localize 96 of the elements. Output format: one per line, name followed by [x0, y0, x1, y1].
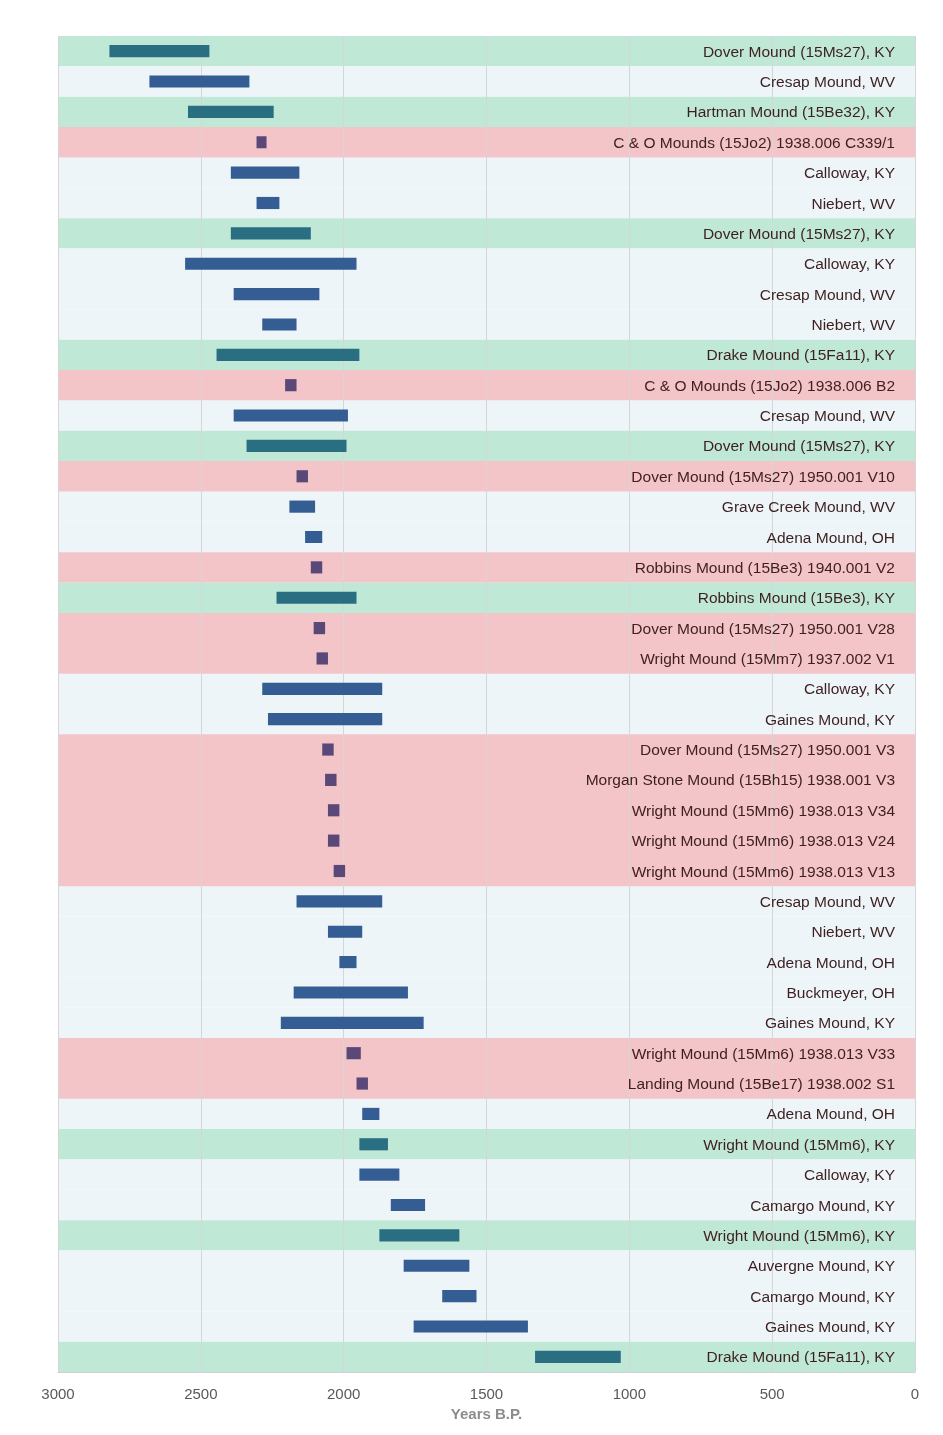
y-tick-label: Wright Mound (15Mm6), KY [703, 1226, 895, 1244]
y-tick-label: Adena Mound, OH [766, 1105, 895, 1123]
y-tick-label: Niebert, WV [811, 923, 896, 941]
x-tick-label: 3000 [41, 1385, 75, 1402]
bar [233, 288, 320, 301]
bar [256, 136, 267, 149]
y-tick-label: Dover Mound (15Ms27), KY [702, 437, 895, 455]
y-tick-label: Wright Mound (15Mm7) 1937.002 V1 [640, 649, 895, 667]
y-tick-label: Calloway, KY [803, 164, 895, 182]
bar [256, 196, 280, 210]
bar [305, 530, 323, 544]
y-tick-label: Dover Mound (15Ms27) 1950.001 V3 [639, 741, 895, 759]
y-tick-label: Hartman Mound (15Be32), KY [686, 103, 895, 121]
y-tick-label: Calloway, KY [803, 1166, 895, 1184]
bar [310, 561, 323, 574]
y-tick-label: Dover Mound (15Ms27), KY [702, 42, 895, 60]
x-tick-label: 1000 [612, 1385, 647, 1402]
bar [316, 652, 328, 665]
y-tick-label: Landing Mound (15Be17) 1938.002 S1 [627, 1075, 895, 1093]
bar [262, 318, 297, 331]
y-tick-label: Wright Mound (15Mm6) 1938.013 V13 [631, 862, 895, 880]
y-tick-label: Wright Mound (15Mm6) 1938.013 V34 [631, 801, 896, 819]
y-tick-label: Gaines Mound, KY [764, 1317, 895, 1335]
bar [149, 75, 250, 88]
bar [327, 834, 340, 847]
x-tick-label: 500 [759, 1385, 785, 1402]
y-tick-label: Gaines Mound, KY [764, 710, 895, 728]
y-tick-label: Wright Mound (15Mm6), KY [703, 1135, 895, 1153]
bar [359, 1138, 388, 1151]
bar [339, 956, 357, 969]
y-tick-label: Adena Mound, OH [766, 953, 895, 971]
bar [246, 439, 347, 452]
bar [187, 105, 274, 118]
bar [267, 713, 383, 726]
bar [327, 925, 363, 938]
x-tick-label: 0 [910, 1385, 920, 1402]
y-tick-label: Dover Mound (15Ms27) 1950.001 V28 [631, 619, 895, 637]
bar [230, 166, 300, 179]
bar [333, 864, 346, 878]
bar [325, 773, 337, 786]
bar [442, 1290, 477, 1303]
bar [296, 470, 308, 483]
bar [346, 1047, 361, 1060]
bar [185, 257, 357, 270]
y-tick-label: Cresap Mound, WV [759, 892, 896, 910]
y-tick-label: Gaines Mound, KY [764, 1014, 895, 1032]
y-tick-label: Cresap Mound, WV [759, 407, 896, 425]
y-tick-label: Buckmeyer, OH [786, 983, 895, 1001]
y-tick-label: C & O Mounds (15Jo2) 1938.006 B2 [644, 376, 895, 394]
y-tick-label: Grave Creek Mound, WV [721, 498, 896, 516]
bar [313, 622, 326, 635]
bar [262, 682, 383, 695]
bar [356, 1077, 368, 1090]
bar [322, 743, 334, 756]
y-tick-label: Calloway, KY [803, 680, 895, 698]
bar [280, 1016, 424, 1029]
y-tick-label: Wright Mound (15Mm6) 1938.013 V33 [631, 1044, 895, 1062]
bar [359, 1168, 400, 1181]
bar [413, 1320, 528, 1333]
y-tick-label: Drake Mound (15Fa11), KY [706, 346, 895, 364]
y-tick-label: Adena Mound, OH [766, 528, 895, 546]
bar [362, 1107, 380, 1120]
y-tick-label: Drake Mound (15Fa11), KY [706, 1348, 895, 1366]
bar [403, 1259, 470, 1272]
x-tick-label: 1500 [469, 1385, 504, 1402]
bar [230, 227, 311, 240]
bar [285, 379, 297, 392]
x-tick-label: 2500 [184, 1385, 218, 1402]
y-tick-label: Calloway, KY [803, 255, 895, 273]
y-tick-label: Niebert, WV [811, 315, 896, 333]
bar [289, 500, 316, 513]
bar [296, 895, 383, 908]
y-tick-label: C & O Mounds (15Jo2) 1938.006 C339/1 [613, 133, 895, 151]
y-tick-label: Dover Mound (15Ms27) 1950.001 V10 [631, 467, 896, 485]
y-tick-label: Dover Mound (15Ms27), KY [702, 224, 895, 242]
x-tick-label: 2000 [326, 1385, 361, 1402]
y-tick-label: Wright Mound (15Mm6) 1938.013 V24 [631, 832, 896, 850]
y-tick-label: Cresap Mound, WV [759, 285, 896, 303]
y-tick-label: Camargo Mound, KY [750, 1287, 895, 1305]
bar [390, 1198, 426, 1212]
y-tick-label: Camargo Mound, KY [750, 1196, 895, 1214]
bar [233, 409, 348, 422]
bar [327, 804, 340, 817]
y-tick-label: Robbins Mound (15Be3) 1940.001 V2 [634, 558, 895, 576]
bar [293, 986, 408, 999]
bar [535, 1350, 621, 1363]
y-tick-label: Cresap Mound, WV [759, 73, 896, 91]
bar [276, 591, 357, 604]
bar [109, 45, 210, 58]
bar [216, 348, 360, 361]
bar [379, 1229, 460, 1242]
y-tick-label: Niebert, WV [811, 194, 896, 212]
x-axis-title: Years B.P. [450, 1404, 523, 1422]
y-tick-label: Morgan Stone Mound (15Bh15) 1938.001 V3 [585, 771, 895, 789]
y-tick-label: Auvergne Mound, KY [747, 1257, 895, 1275]
y-tick-label: Robbins Mound (15Be3), KY [697, 589, 895, 607]
